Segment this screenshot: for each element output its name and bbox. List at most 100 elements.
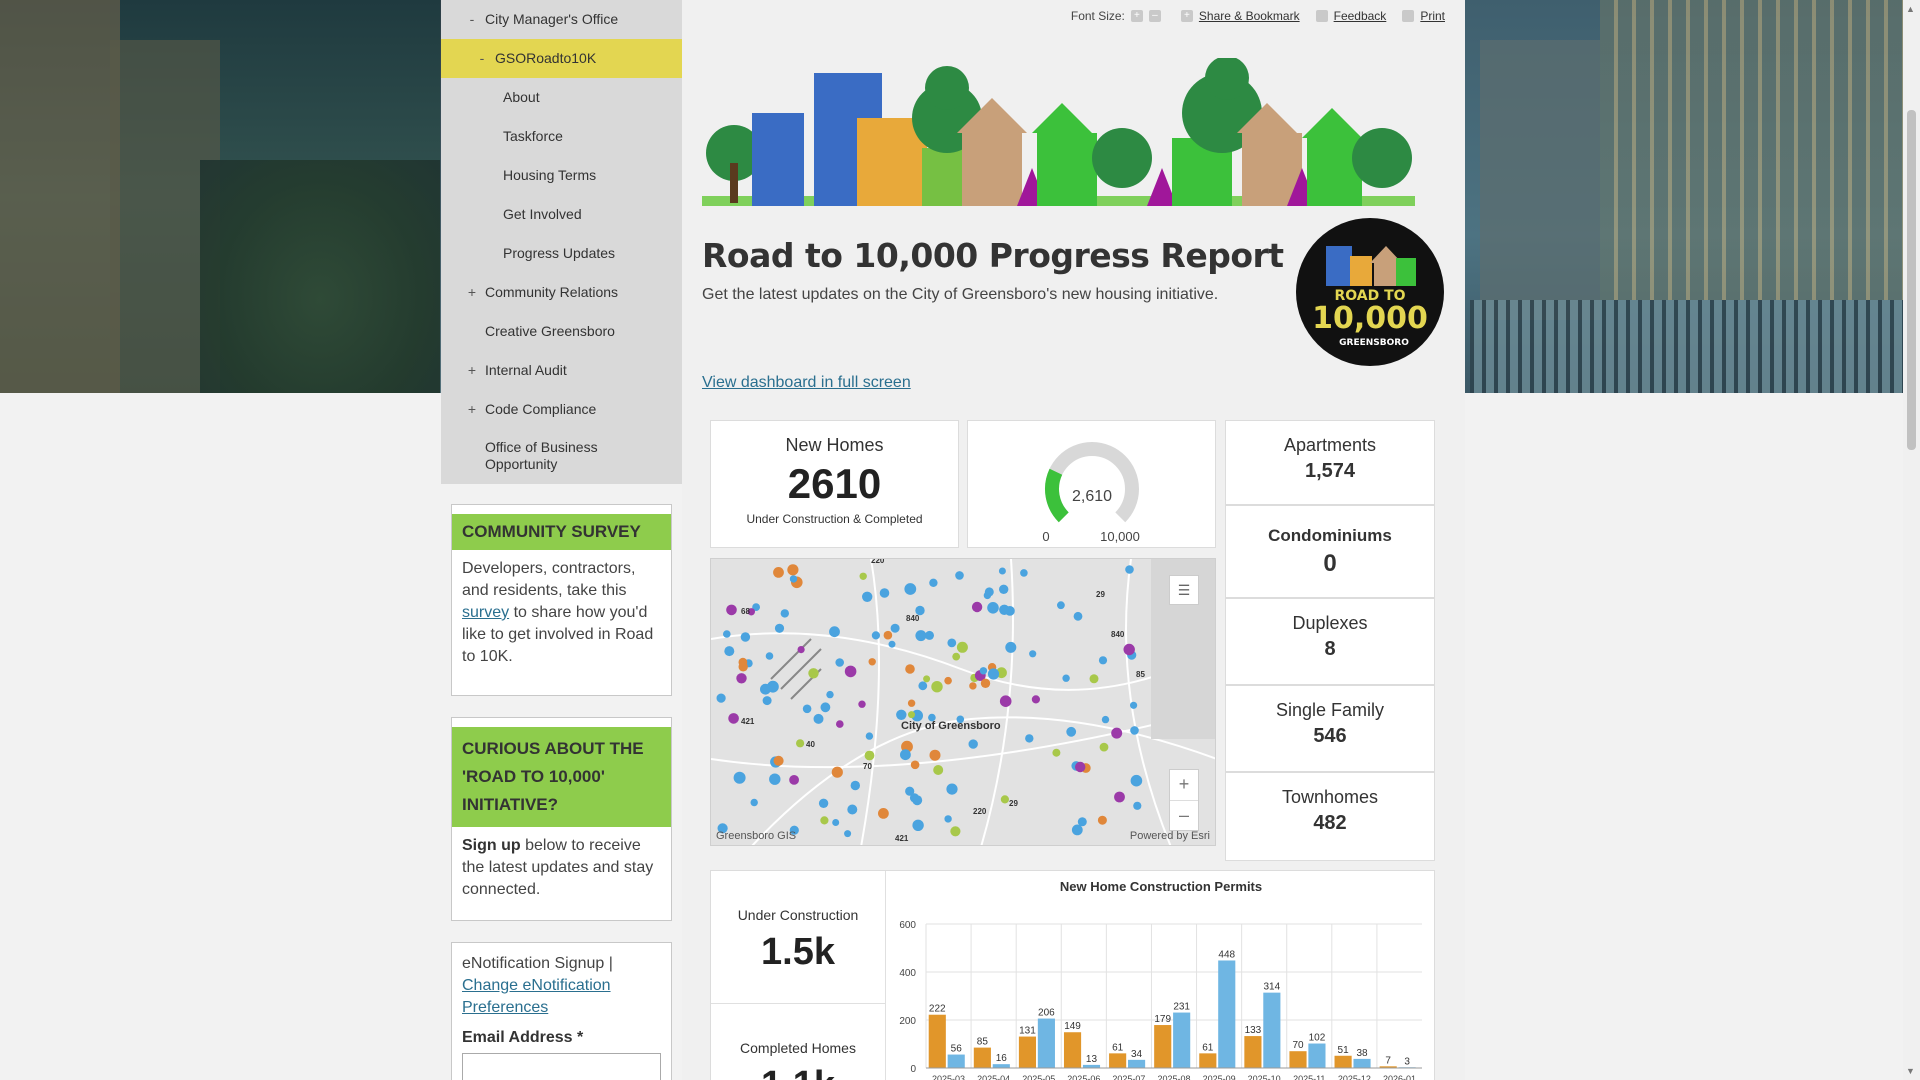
- widget-body: eNotification Signup | Change eNotificat…: [462, 955, 613, 1016]
- map-point: [999, 695, 1012, 707]
- data-label: 149: [1064, 1021, 1081, 1032]
- change-preferences-link[interactable]: Change eNotification Preferences: [462, 977, 611, 1016]
- x-tick-label: 2026-01: [1383, 1074, 1416, 1080]
- font-size-label: Font Size:: [1070, 9, 1125, 23]
- map-point: [912, 819, 924, 831]
- map-point: [774, 623, 785, 633]
- gauge-value-label: 2,610: [1072, 488, 1112, 505]
- sidebar-item-creative-greensboro[interactable]: Creative Greensboro: [441, 312, 682, 351]
- feedback-icon: [1315, 10, 1328, 22]
- map-point: [1130, 726, 1139, 735]
- data-label: 231: [1173, 1002, 1190, 1013]
- map-point: [871, 631, 880, 640]
- chart-bar: [1353, 1058, 1371, 1068]
- category-card-duplexes: Duplexes 8: [1225, 598, 1435, 685]
- map-point: [1125, 565, 1134, 574]
- y-tick-label: 400: [899, 968, 916, 979]
- sidebar-item-internal-audit[interactable]: + Internal Audit: [441, 351, 682, 390]
- data-label: 38: [1356, 1048, 1368, 1059]
- sidebar-item-progress-updates[interactable]: Progress Updates: [441, 234, 682, 273]
- data-label: 34: [1131, 1049, 1143, 1060]
- sidebar-item-housing-terms[interactable]: Housing Terms: [441, 156, 682, 195]
- map-point: [933, 765, 944, 775]
- map-point: [716, 693, 726, 703]
- map-point: [826, 690, 834, 699]
- expand-toggle[interactable]: +: [467, 284, 477, 300]
- gauge-min-label: 0: [1042, 529, 1049, 544]
- route-shield-label: 220: [973, 807, 987, 816]
- chart-bar: [1018, 1036, 1037, 1068]
- map-zoom-control: + –: [1169, 769, 1199, 831]
- sidebar-item-gsoroadto10k[interactable]: - GSORoadto10K: [441, 39, 682, 78]
- data-label: 102: [1309, 1033, 1326, 1044]
- sidebar-item-taskforce[interactable]: Taskforce: [441, 117, 682, 156]
- route-shield-label: 421: [895, 834, 909, 843]
- sidebar-item-city-managers-office[interactable]: - City Manager's Office: [441, 0, 682, 39]
- map-point: [1101, 715, 1110, 724]
- email-input[interactable]: [462, 1053, 661, 1080]
- sidebar-item-office-of-business-opportunity[interactable]: Office of Business Opportunity: [441, 429, 682, 484]
- scroll-up-arrow-icon[interactable]: ▲: [1906, 4, 1915, 14]
- expand-toggle[interactable]: +: [467, 362, 477, 378]
- map-point: [905, 786, 915, 796]
- scroll-down-arrow-icon[interactable]: ▼: [1906, 1066, 1915, 1076]
- x-tick-label: 2025-09: [1203, 1074, 1236, 1080]
- feedback-link[interactable]: Feedback: [1333, 9, 1387, 23]
- map-point: [879, 588, 890, 598]
- map-point: [907, 699, 916, 707]
- scrollbar-thumb[interactable]: [1907, 110, 1916, 450]
- chart-title: New Home Construction Permits: [1059, 879, 1263, 894]
- map-point: [987, 668, 1000, 680]
- page-scrollbar[interactable]: ▲ ▼: [1903, 0, 1920, 1080]
- permits-chart-card: Under Construction 1.5k Completed Homes …: [710, 870, 1435, 1080]
- sidebar-item-about[interactable]: About: [441, 78, 682, 117]
- map-point: [1000, 795, 1009, 804]
- zoom-in-button[interactable]: +: [1178, 774, 1190, 794]
- chart-bar: [1244, 1036, 1262, 1068]
- stat-label: Completed Homes: [740, 1040, 856, 1056]
- map-point: [929, 578, 938, 587]
- font-decrease-icon[interactable]: –: [1148, 10, 1161, 22]
- sidebar-item-code-compliance[interactable]: + Code Compliance: [441, 390, 682, 429]
- data-label: 179: [1154, 1014, 1171, 1025]
- x-tick-label: 2025-11: [1293, 1074, 1325, 1080]
- map-point: [950, 826, 961, 837]
- expand-toggle[interactable]: +: [467, 401, 477, 417]
- map-point: [944, 815, 952, 823]
- map-point: [969, 682, 977, 690]
- map-point: [818, 798, 829, 808]
- share-bookmark-link[interactable]: Share & Bookmark: [1198, 9, 1300, 23]
- new-homes-caption: Under Construction & Completed: [746, 512, 923, 526]
- widget-body: Developers, contractors, and residents, …: [462, 560, 654, 665]
- category-card-condominiums: Condominiums 0: [1225, 505, 1435, 598]
- sidebar-item-community-relations[interactable]: + Community Relations: [441, 273, 682, 312]
- data-label: 131: [1019, 1026, 1036, 1037]
- map-point: [983, 591, 992, 600]
- category-label: Duplexes: [1292, 613, 1368, 633]
- map-point: [1025, 734, 1034, 743]
- data-label: 206: [1038, 1008, 1055, 1019]
- collapse-toggle[interactable]: -: [469, 11, 475, 27]
- zoom-out-button[interactable]: –: [1170, 800, 1198, 830]
- map-point: [952, 652, 961, 661]
- survey-link[interactable]: survey: [462, 604, 510, 621]
- map-point: [979, 667, 988, 675]
- sidebar-item-get-involved[interactable]: Get Involved: [441, 195, 682, 234]
- svg-text:ROAD TO: ROAD TO: [1334, 288, 1405, 304]
- view-fullscreen-link[interactable]: View dashboard in full screen: [702, 374, 911, 391]
- map-point: [796, 739, 805, 748]
- map-point: [900, 749, 911, 761]
- print-link[interactable]: Print: [1420, 9, 1445, 23]
- under-construction-stat: Under Construction 1.5k: [711, 871, 886, 1004]
- chart-bar: [1063, 1032, 1082, 1068]
- font-increase-icon[interactable]: +: [1130, 10, 1143, 22]
- map-point: [1130, 701, 1138, 709]
- housing-map[interactable]: City of Greensboro 220 68 840 29 840 85 421 40 7…: [710, 558, 1216, 846]
- map-point: [752, 603, 760, 611]
- map-credit-esri[interactable]: Powered by Esri: [1129, 830, 1210, 842]
- map-legend-button[interactable]: ☰: [1169, 575, 1199, 605]
- map-point: [1133, 801, 1142, 810]
- collapse-toggle[interactable]: -: [479, 50, 485, 66]
- map-point: [835, 658, 844, 667]
